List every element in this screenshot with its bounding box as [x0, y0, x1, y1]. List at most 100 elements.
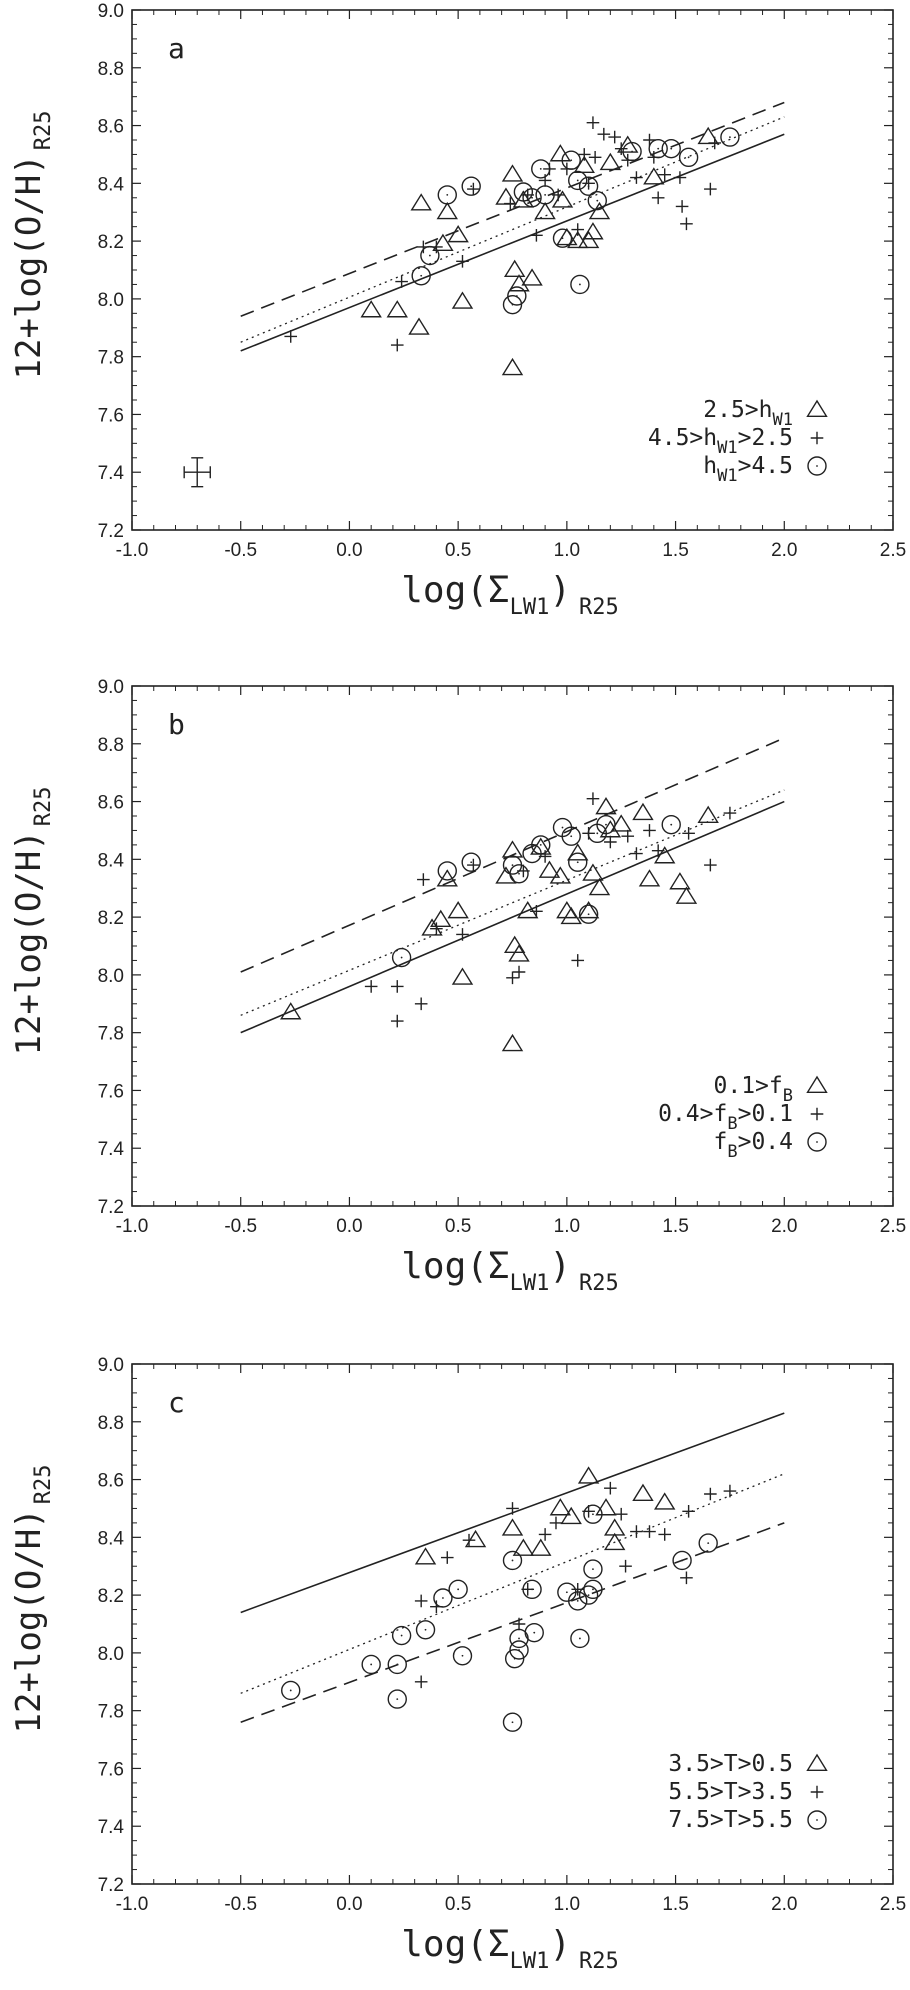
point-plus — [704, 182, 717, 196]
series-plus — [284, 116, 722, 352]
circle-outline — [411, 266, 431, 286]
point-triangle — [501, 840, 524, 858]
point-triangle — [697, 126, 719, 145]
circle-center-dot — [576, 861, 579, 864]
point-circle — [437, 185, 457, 205]
circle-center-dot — [596, 832, 599, 835]
point-circle — [387, 1689, 407, 1709]
x-tick-label: 0.5 — [445, 1216, 471, 1237]
y-axis-label: 12+log(O/H) R25 — [9, 787, 56, 1056]
circle-outline — [391, 1625, 412, 1646]
point-plus — [456, 928, 469, 941]
circle-outline — [661, 138, 681, 159]
point-plus — [530, 905, 543, 918]
point-plus — [417, 873, 430, 886]
circle-outline — [568, 852, 588, 872]
point-plus — [643, 1525, 656, 1538]
point-plus — [619, 1559, 632, 1573]
point-circle — [531, 159, 551, 179]
circle-center-dot — [533, 1631, 536, 1634]
circle-outline — [437, 861, 457, 881]
x-axis-label-subscript2: R25 — [579, 595, 619, 620]
point-plus — [608, 130, 621, 144]
circle-center-dot — [470, 185, 473, 188]
circle-center-dot — [518, 1637, 520, 1640]
x-tick-label: -0.5 — [224, 1894, 257, 1915]
point-circle — [420, 245, 440, 266]
circle-center-dot — [400, 956, 403, 959]
point-plus — [588, 151, 602, 164]
circle-center-dot — [587, 185, 590, 188]
circle-center-dot — [592, 1568, 594, 1571]
point-plus — [643, 133, 656, 147]
legend-label-subscript: B — [727, 1142, 737, 1162]
legend-label-text: >4.5 — [738, 453, 793, 479]
point-circle — [568, 1591, 588, 1611]
legend-label-text: 0.4>f — [658, 1101, 727, 1127]
circle-center-dot — [587, 913, 590, 916]
point-triangle — [451, 291, 474, 309]
point-plus — [467, 182, 480, 196]
point-plus — [673, 171, 687, 184]
point-plus — [440, 1551, 454, 1564]
point-circle — [391, 947, 412, 968]
point-triangle — [549, 866, 572, 884]
point-circle — [678, 147, 699, 168]
point-triangle — [551, 190, 574, 208]
circle-center-dot — [576, 1599, 579, 1602]
y-tick-label: 9.0 — [98, 677, 124, 698]
y-tick-label: 7.8 — [98, 1702, 124, 1723]
circle-outline — [420, 245, 440, 266]
y-axis-label-subscript: R25 — [31, 787, 56, 827]
point-triangle — [436, 201, 458, 220]
circle-center-dot — [631, 150, 633, 153]
circle-center-dot — [522, 191, 525, 193]
point-plus — [530, 229, 543, 242]
circle-outline — [807, 1810, 827, 1830]
point-triangle — [512, 1538, 535, 1556]
point-plus — [549, 1516, 563, 1530]
point-circle — [578, 1585, 599, 1605]
point-triangle — [386, 300, 408, 318]
circle-outline — [648, 138, 668, 159]
circle-center-dot — [592, 1513, 594, 1516]
legend-label-text: 2.5>h — [703, 397, 772, 423]
x-tick-label: 2.0 — [771, 1216, 797, 1237]
y-tick-label: 8.6 — [98, 117, 124, 138]
point-circle — [281, 1680, 301, 1701]
x-axis-label-subscript2: R25 — [579, 1271, 619, 1296]
y-axis-label: 12+log(O/H) R25 — [9, 1465, 56, 1734]
point-circle — [433, 1588, 453, 1608]
circle-outline — [437, 185, 457, 205]
point-plus — [462, 1533, 476, 1547]
point-circle — [524, 1622, 544, 1643]
point-triangle — [501, 1518, 524, 1536]
legend-marker-triangle — [806, 1753, 828, 1771]
point-plus — [658, 168, 671, 181]
point-triangle — [577, 1466, 600, 1484]
circle-center-dot — [531, 852, 533, 855]
circle-outline — [509, 864, 529, 884]
x-axis-label-subscript2: R25 — [579, 1949, 619, 1974]
point-plus — [414, 1594, 428, 1608]
point-triangle — [534, 201, 556, 220]
circle-center-dot — [539, 167, 542, 170]
circle-outline — [507, 286, 527, 306]
y-tick-label: 7.4 — [98, 1817, 125, 1838]
point-plus — [680, 217, 693, 231]
x-tick-label: 0.5 — [445, 1894, 471, 1915]
point-triangle — [582, 863, 604, 881]
point-triangle — [451, 967, 474, 985]
circle-center-dot — [518, 1649, 520, 1651]
point-plus — [390, 338, 404, 352]
point-plus — [651, 844, 665, 857]
x-axis-label: log(ΣLW1) R25 — [401, 1246, 619, 1296]
legend-label-text: 7.5>T>5.5 — [668, 1807, 793, 1833]
point-triangle — [595, 1498, 617, 1516]
point-triangle — [638, 869, 661, 887]
y-tick-label: 7.6 — [98, 1759, 124, 1780]
point-circle — [461, 176, 481, 196]
point-circle — [570, 1628, 590, 1649]
legend-label-text: >0.4 — [738, 1129, 793, 1155]
point-plus — [708, 136, 722, 150]
